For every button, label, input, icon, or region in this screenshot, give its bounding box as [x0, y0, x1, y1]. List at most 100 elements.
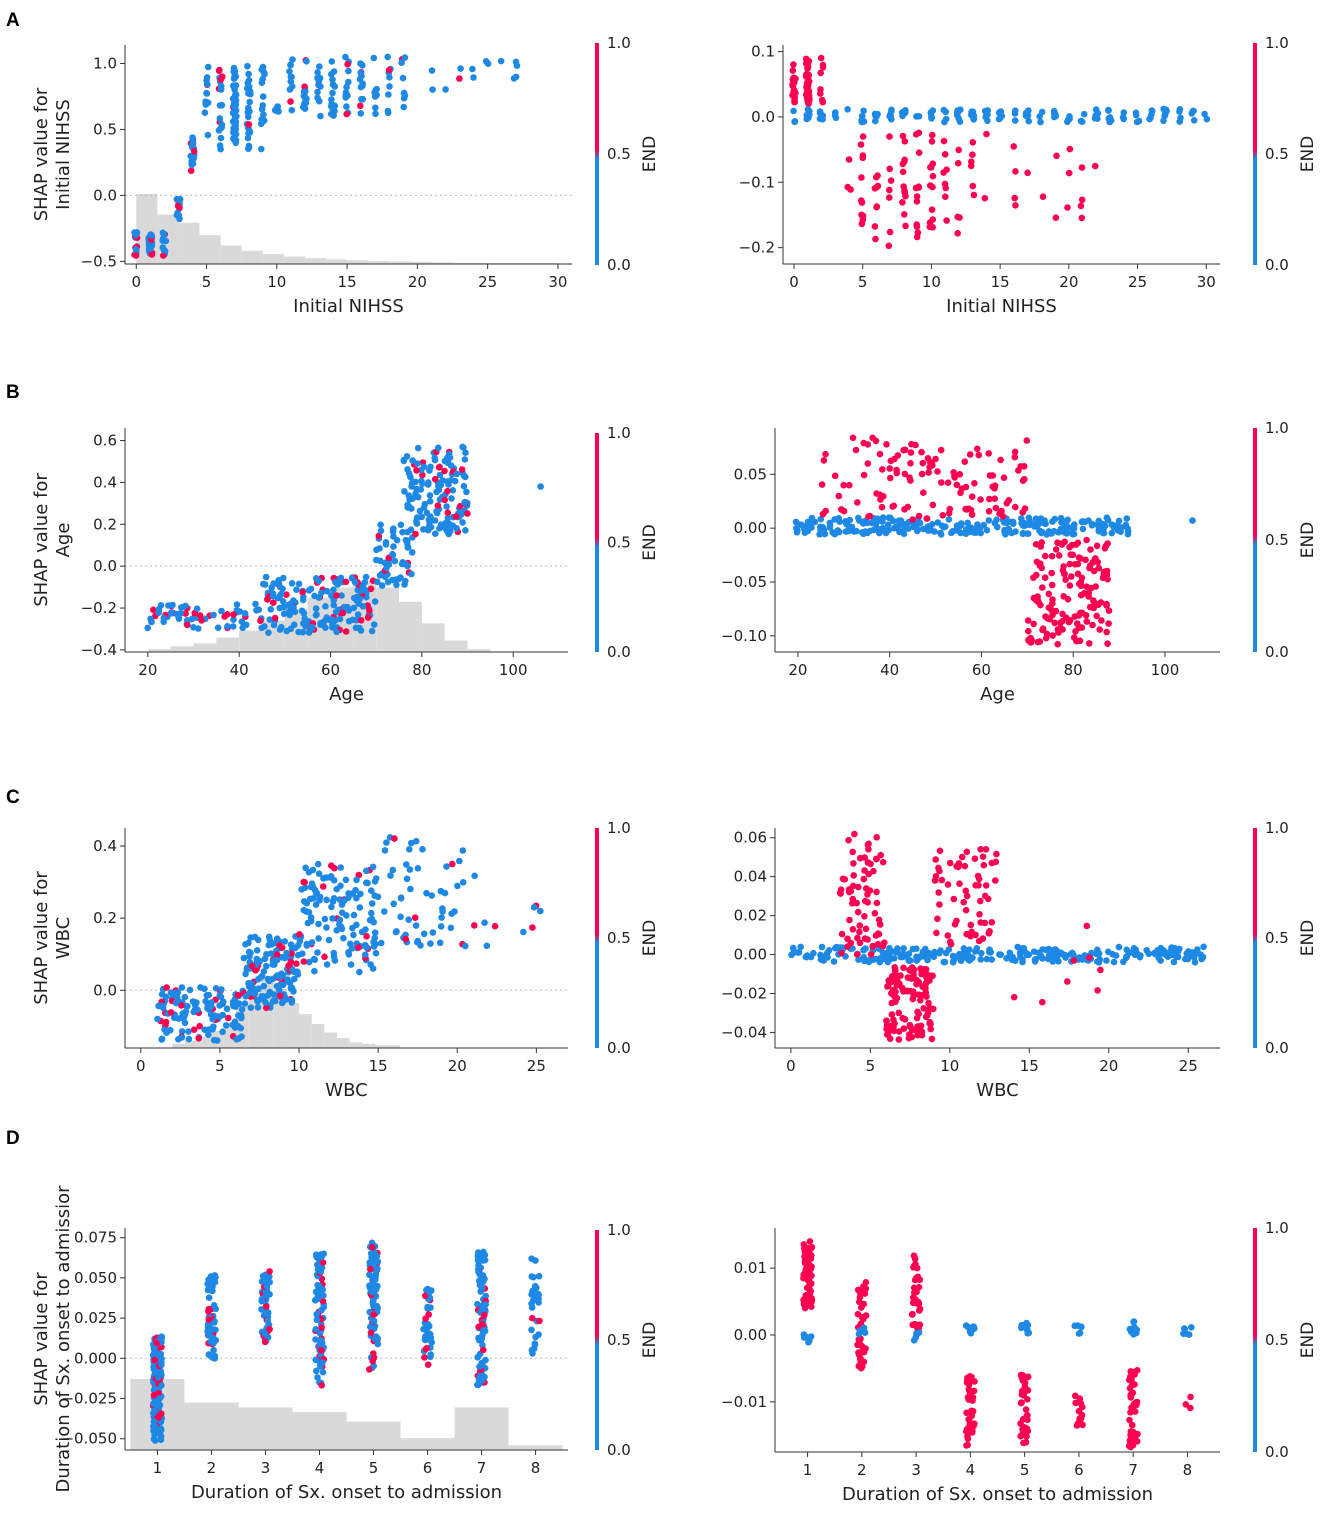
scatter-point	[462, 449, 469, 457]
scatter-point	[218, 124, 225, 131]
scatter-point	[329, 81, 337, 88]
scatter-point	[1051, 619, 1058, 627]
scatter-point	[151, 1356, 159, 1364]
scatter-point	[963, 892, 971, 900]
scatter-point	[1057, 527, 1064, 535]
scatter-point	[968, 493, 976, 501]
scatter-point	[1190, 117, 1198, 124]
scatter-point	[281, 938, 289, 945]
scatter-point	[221, 613, 228, 620]
scatter-point	[435, 444, 442, 452]
scatter-point	[997, 456, 1004, 464]
scatter-point	[368, 887, 375, 894]
colorbar-tick-label: 0.5	[1265, 145, 1289, 163]
scatter-point	[389, 866, 397, 874]
scatter-point	[920, 1005, 927, 1012]
scatter-point	[209, 1026, 216, 1033]
scatter-point	[940, 169, 947, 176]
scatter-point	[437, 887, 445, 895]
scatter-point	[915, 113, 923, 120]
scatter-point	[915, 1283, 923, 1291]
scatter-point	[1048, 581, 1056, 589]
histogram-bar	[324, 1032, 338, 1048]
scatter-point	[901, 138, 909, 145]
y-tick-label: 0.4	[93, 473, 117, 491]
scatter-point	[205, 1282, 213, 1290]
scatter-point	[230, 75, 238, 82]
scatter-point	[329, 915, 336, 922]
scatter-point	[836, 944, 844, 951]
scatter-point	[150, 1400, 157, 1407]
histogram-bar	[199, 235, 221, 264]
scatter-point	[1020, 1391, 1027, 1399]
scatter-point	[404, 537, 411, 544]
scatter-point	[941, 118, 948, 126]
scatter-point	[215, 67, 223, 74]
scatter-point	[412, 490, 419, 497]
scatter-point	[1038, 528, 1046, 536]
scatter-point	[266, 1268, 273, 1275]
scatter-point	[245, 70, 252, 78]
scatter-point	[443, 526, 450, 534]
scatter-point	[982, 113, 989, 121]
scatter-point	[846, 916, 853, 924]
scatter-point	[977, 496, 984, 503]
scatter-point	[1094, 558, 1102, 566]
y-axis-label: SHAP value forWBC	[31, 871, 74, 1005]
y-tick-label: 0.00	[734, 946, 767, 964]
scatter-point	[298, 886, 306, 893]
scatter-point	[186, 986, 194, 994]
histogram-bar	[304, 258, 327, 264]
y-tick-label: 0.025	[74, 1309, 117, 1327]
scatter-point	[1133, 950, 1141, 957]
scatter-point	[278, 944, 286, 951]
scatter-point	[1104, 640, 1111, 647]
x-tick-label: 0	[131, 273, 141, 291]
y-tick-label: 0.6	[93, 432, 117, 450]
scatter-point	[911, 1276, 919, 1284]
scatter-point	[1182, 955, 1189, 963]
scatter-point	[923, 979, 930, 986]
scatter-point	[1030, 574, 1037, 581]
scatter-point	[245, 85, 252, 92]
scatter-point	[420, 930, 428, 938]
histogram-bar	[170, 646, 194, 652]
scatter-point	[845, 156, 853, 163]
scatter-point	[886, 186, 893, 194]
scatter-point	[986, 495, 993, 503]
scatter-point	[962, 887, 970, 895]
scatter-point	[366, 607, 373, 614]
scatter-point	[537, 483, 544, 490]
scatter-point	[901, 107, 909, 114]
scatter-point	[908, 440, 915, 448]
scatter-point	[359, 95, 367, 103]
scatter-point	[185, 1028, 192, 1035]
scatter-point	[263, 1303, 270, 1310]
scatter-point	[218, 607, 225, 615]
scatter-point	[357, 60, 364, 67]
scatter-point	[914, 229, 922, 236]
scatter-point	[368, 627, 376, 635]
scatter-point	[256, 958, 264, 965]
scatter-point	[205, 1320, 212, 1328]
scatter-point	[1000, 474, 1008, 482]
scatter-point	[1127, 1409, 1134, 1416]
scatter-point	[264, 596, 271, 603]
scatter-point	[1064, 204, 1071, 211]
scatter-point	[890, 1016, 897, 1024]
scatter-point	[287, 941, 295, 948]
panel-label-c: C	[6, 787, 20, 808]
scatter-point	[462, 942, 469, 950]
x-tick-label: 4	[315, 1459, 325, 1477]
scatter-point	[873, 203, 881, 210]
scatter-point	[295, 580, 303, 588]
scatter-point	[337, 864, 345, 871]
scatter-point	[1012, 503, 1019, 511]
scatter-point	[1005, 497, 1013, 504]
scatter-point	[873, 888, 880, 896]
scatter-point	[168, 609, 175, 616]
scatter-point	[1078, 624, 1086, 631]
scatter-point	[133, 229, 141, 236]
scatter-point	[891, 455, 898, 463]
